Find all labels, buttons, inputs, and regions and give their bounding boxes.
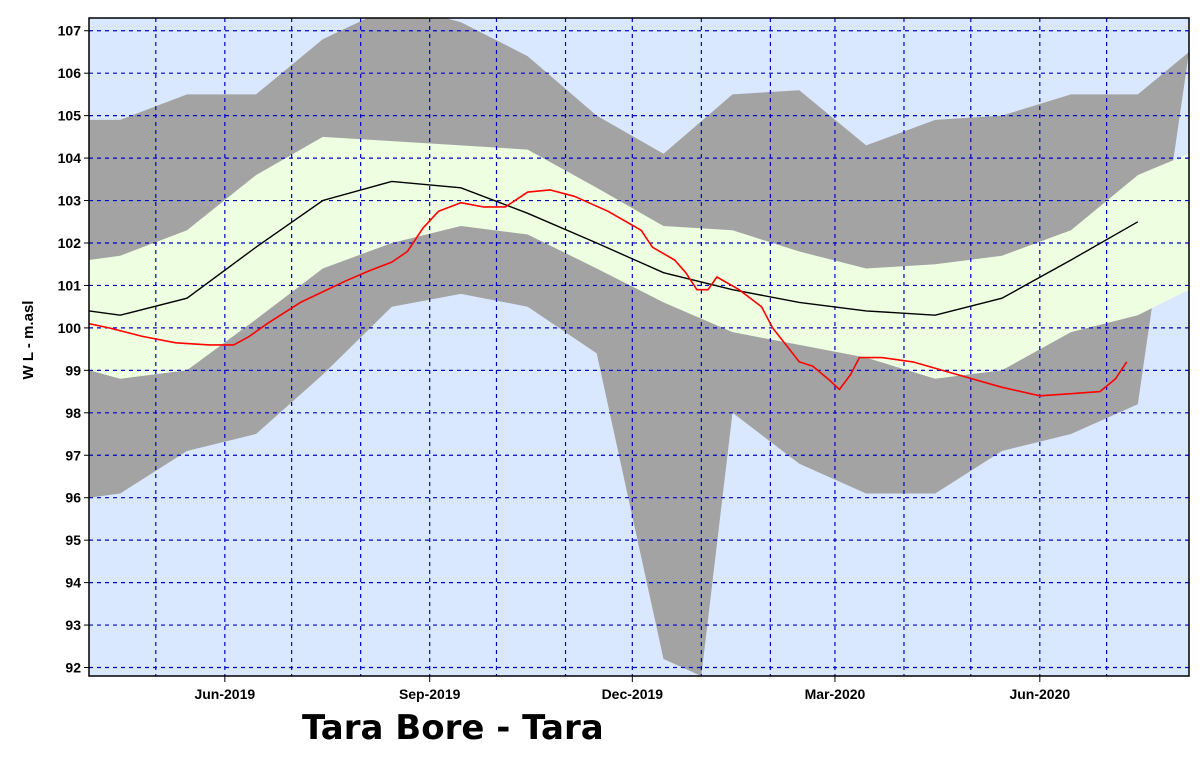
y-tick-label: 100 — [58, 320, 82, 336]
y-tick-label: 93 — [65, 617, 81, 633]
chart-title: Tara Bore - Tara — [302, 708, 604, 748]
x-tick-label: Jun-2019 — [194, 686, 255, 702]
y-tick-label: 92 — [65, 660, 81, 676]
y-tick-label: 101 — [58, 277, 82, 293]
y-tick-label: 102 — [58, 235, 82, 251]
percentile-bands — [89, 18, 1189, 676]
x-tick-label: Dec-2019 — [602, 686, 664, 702]
x-tick-label: Sep-2019 — [399, 686, 461, 702]
y-tick-label: 97 — [65, 447, 81, 463]
y-axis-label: W L - m.asl — [20, 301, 37, 380]
plot-frame — [88, 17, 1190, 677]
grid-lines — [89, 18, 1189, 676]
y-tick-label: 107 — [58, 23, 82, 39]
data-lines — [89, 180, 1139, 397]
x-tick-label: Mar-2020 — [805, 686, 866, 702]
y-tick-label: 98 — [65, 405, 81, 421]
median-line — [89, 180, 1139, 316]
y-tick-label: 99 — [65, 362, 81, 378]
y-tick-label: 95 — [65, 532, 81, 548]
x-tick-label: Jun-2020 — [1009, 686, 1070, 702]
y-axis-ticks: 92 93 94 95 96 97 98 99 100 101 102 103 104 105 106 107 — [58, 23, 89, 676]
y-tick-label: 104 — [58, 150, 82, 166]
y-tick-label: 96 — [65, 490, 81, 506]
y-tick-label: 103 — [58, 193, 82, 209]
inner-percentile-band — [89, 136, 1189, 379]
y-tick-label: 105 — [58, 108, 82, 124]
y-tick-label: 94 — [65, 575, 81, 591]
y-tick-label: 106 — [58, 65, 82, 81]
x-axis-ticks: Jun-2019 Sep-2019 Dec-2019 Mar-2020 Jun-2020 — [194, 676, 1070, 702]
observed-water-level-line — [89, 189, 1128, 397]
